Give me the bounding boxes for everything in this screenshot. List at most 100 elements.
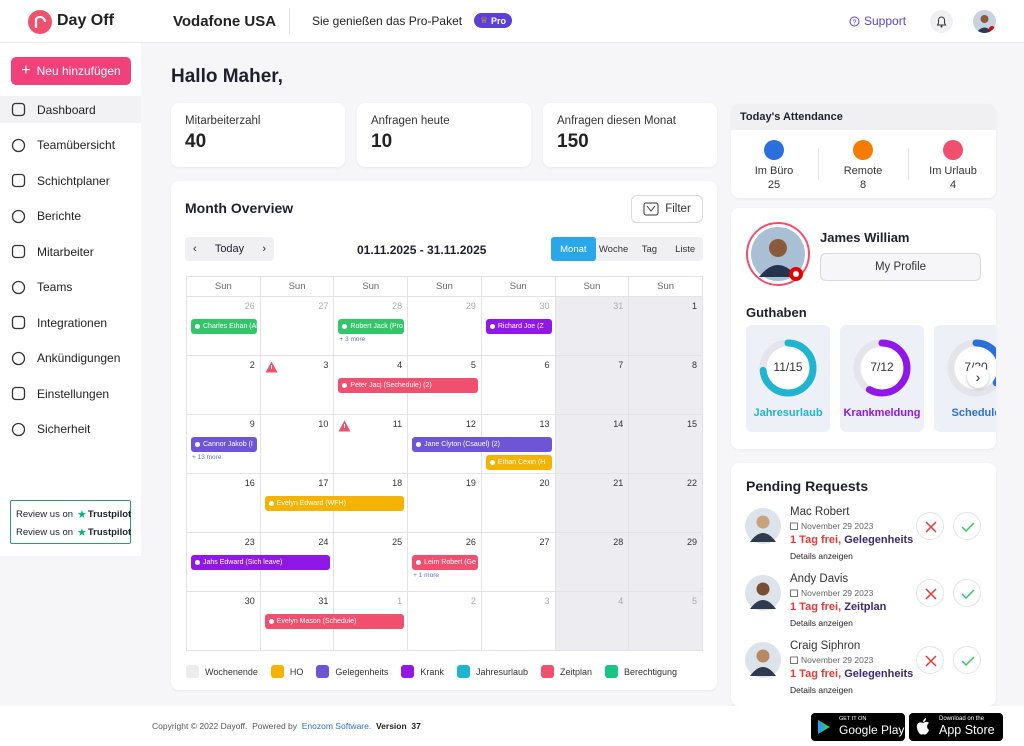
- add-button-text[interactable]: Neu hinzufügen: [36, 64, 121, 78]
- event[interactable]: Richard Joe (Z: [485, 319, 552, 334]
- next-button[interactable]: ›: [262, 243, 266, 255]
- day-cell[interactable]: 13: [481, 415, 556, 474]
- support-text[interactable]: Support: [864, 14, 907, 28]
- reject-button[interactable]: [916, 579, 944, 607]
- profile-button[interactable]: My Profile: [820, 253, 981, 281]
- nav-item[interactable]: Einstellungen: [0, 380, 141, 407]
- more-link[interactable]: + 13 more: [192, 454, 222, 461]
- view-tab[interactable]: Tag: [641, 243, 658, 255]
- request-details[interactable]: Details anzeigen: [790, 551, 853, 561]
- event[interactable]: Evelyn Edward (WFH): [264, 496, 405, 511]
- more-link[interactable]: + 1 more: [413, 572, 439, 579]
- app-store-badge[interactable]: Download on the App Store: [909, 713, 1003, 741]
- day-cell[interactable]: 7: [555, 356, 630, 415]
- user-avatar[interactable]: [973, 10, 996, 33]
- event[interactable]: Peter Jacj (Sechedule) (2): [338, 378, 478, 393]
- nav-label[interactable]: Berichte: [37, 209, 82, 223]
- event[interactable]: Leim Robert (Ge: [412, 555, 478, 570]
- filter-button[interactable]: Filter: [631, 195, 703, 223]
- day-cell[interactable]: 28: [555, 533, 630, 592]
- review-row[interactable]: Review us on ★ Trustpilot: [16, 505, 131, 523]
- day-cell[interactable]: 30: [481, 297, 556, 356]
- day-cell[interactable]: 2: [408, 592, 482, 651]
- day-cell[interactable]: 3: [260, 356, 335, 415]
- reject-button[interactable]: [916, 646, 944, 674]
- event[interactable]: Charles Ethan (Al: [191, 319, 257, 334]
- reject-button[interactable]: [916, 512, 944, 540]
- review-text[interactable]: Review us on: [16, 526, 74, 538]
- review-text[interactable]: Review us on: [16, 508, 74, 520]
- google-play-badge[interactable]: GET IT ON Google Play: [811, 713, 905, 741]
- day-cell[interactable]: 1: [334, 592, 409, 651]
- event[interactable]: Evelyn Mason (Schedule): [264, 614, 405, 629]
- nav-item[interactable]: Ankündigungen: [0, 345, 141, 372]
- nav-item[interactable]: Berichte: [0, 203, 141, 230]
- day-cell[interactable]: 25: [334, 533, 409, 592]
- event[interactable]: Cannor Jakob (I: [191, 437, 257, 452]
- day-cell[interactable]: 28: [334, 297, 409, 356]
- event[interactable]: Jahs Edward (Sich leave): [191, 555, 331, 570]
- footer-company[interactable]: Enozom Software.: [301, 721, 372, 731]
- day-cell[interactable]: 5: [629, 592, 703, 651]
- nav-item[interactable]: Teams: [0, 274, 141, 301]
- day-cell[interactable]: 4: [555, 592, 630, 651]
- day-cell[interactable]: 22: [629, 474, 703, 533]
- day-cell[interactable]: 11: [334, 415, 409, 474]
- day-cell[interactable]: 8: [629, 356, 703, 415]
- event[interactable]: Ethan Cexin (H: [485, 455, 552, 470]
- nav-item[interactable]: Sicherheit: [0, 416, 141, 443]
- approve-button[interactable]: [953, 579, 981, 607]
- nav-label[interactable]: Teams: [37, 280, 73, 294]
- day-cell[interactable]: 19: [408, 474, 482, 533]
- balance-next[interactable]: ›: [967, 366, 989, 388]
- day-cell[interactable]: 16: [187, 474, 261, 533]
- trustpilot-brand[interactable]: Trustpilot: [87, 526, 132, 538]
- nav-item[interactable]: Integrationen: [0, 309, 141, 336]
- nav-label[interactable]: Dashboard: [37, 102, 96, 117]
- nav-label[interactable]: Einstellungen: [37, 386, 110, 401]
- day-cell[interactable]: 31: [555, 297, 630, 356]
- view-tab[interactable]: Monat: [551, 237, 596, 261]
- event[interactable]: Jane Clyton (Csauel) (2): [412, 437, 552, 452]
- day-cell[interactable]: 3: [481, 592, 556, 651]
- nav-label[interactable]: Teamübersicht: [37, 138, 116, 152]
- nav-item[interactable]: Dashboard: [0, 96, 141, 123]
- nav-item[interactable]: Schichtplaner: [0, 167, 141, 194]
- support-link[interactable]: ? Support: [849, 14, 906, 28]
- day-cell[interactable]: 20: [481, 474, 556, 533]
- day-cell[interactable]: 6: [481, 356, 556, 415]
- nav-label[interactable]: Mitarbeiter: [37, 244, 94, 259]
- day-cell[interactable]: 24: [260, 533, 335, 592]
- prev-button[interactable]: ‹: [193, 243, 197, 255]
- nav-label[interactable]: Sicherheit: [37, 422, 91, 436]
- today-button[interactable]: Today: [214, 243, 245, 255]
- approve-button[interactable]: [953, 512, 981, 540]
- more-link[interactable]: + 3 more: [339, 336, 366, 343]
- trustpilot-brand[interactable]: Trustpilot: [87, 508, 132, 520]
- nav-item[interactable]: Teamübersicht: [0, 132, 141, 159]
- nav-label[interactable]: Schichtplaner: [37, 173, 110, 188]
- day-cell[interactable]: 18: [334, 474, 409, 533]
- day-cell[interactable]: 26: [408, 533, 482, 592]
- day-cell[interactable]: 1: [629, 297, 703, 356]
- request-details[interactable]: Details anzeigen: [790, 618, 853, 628]
- logo-icon[interactable]: [28, 10, 52, 34]
- event[interactable]: Robert Jack (Pro: [338, 319, 405, 334]
- view-tab[interactable]: Liste: [675, 243, 696, 255]
- day-cell[interactable]: 9: [187, 415, 261, 474]
- request-details[interactable]: Details anzeigen: [790, 685, 853, 695]
- view-tab[interactable]: Woche: [598, 243, 629, 255]
- trustpilot-box[interactable]: Review us on ★ Trustpilot Review us on ★ Trus…: [10, 500, 131, 544]
- nav-label[interactable]: Integrationen: [37, 315, 108, 330]
- notifications[interactable]: [930, 10, 953, 33]
- day-cell[interactable]: 5: [408, 356, 482, 415]
- day-cell[interactable]: 27: [481, 533, 556, 592]
- filter-text[interactable]: Filter: [665, 203, 691, 215]
- approve-button[interactable]: [953, 646, 981, 674]
- day-cell[interactable]: 30: [187, 592, 261, 651]
- day-cell[interactable]: 29: [629, 533, 703, 592]
- day-cell[interactable]: 10: [260, 415, 335, 474]
- nav-item[interactable]: Mitarbeiter: [0, 238, 141, 265]
- day-cell[interactable]: 29: [408, 297, 482, 356]
- logo-text[interactable]: Day Off: [57, 12, 114, 29]
